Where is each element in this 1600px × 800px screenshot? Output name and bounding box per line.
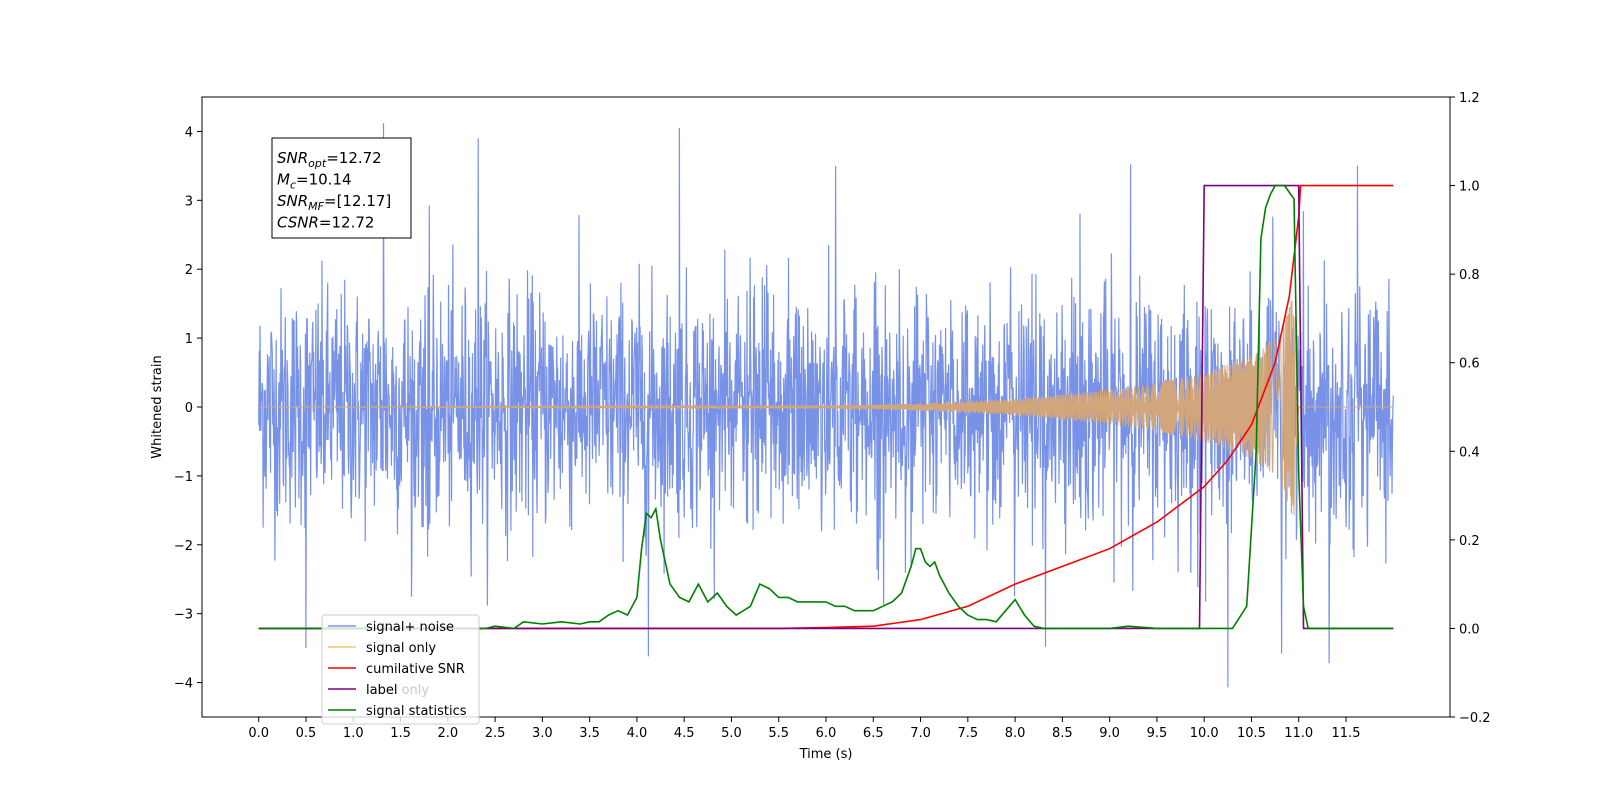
- y-left-tick-label: 0: [185, 401, 193, 416]
- legend-ghost-label: label only: [366, 683, 429, 698]
- y-left-tick-label: 2: [185, 263, 193, 278]
- x-tick-label: 1.0: [343, 726, 364, 741]
- series-cumulative-snr: [258, 184, 1394, 630]
- y-left-tick-label: −4: [174, 677, 193, 692]
- y-left-tick-label: −1: [174, 470, 193, 485]
- x-tick-label: 6.0: [816, 726, 837, 741]
- x-tick-label: 8.5: [1052, 726, 1073, 741]
- x-tick-label: 3.5: [579, 726, 600, 741]
- y-right-tick-label: 0.0: [1459, 622, 1480, 637]
- legend-label: signal only: [366, 641, 436, 656]
- y-axis-left-ticks: 4 3 2 1 0 −1 −2 −3 −4: [174, 125, 202, 692]
- stats-symbol: M: [277, 171, 290, 189]
- x-tick-label: 4.0: [627, 726, 648, 741]
- x-tick-label: 11.0: [1284, 726, 1313, 741]
- stats-value: =12.72: [326, 149, 382, 167]
- y-left-tick-label: 1: [185, 332, 193, 347]
- y-right-tick-label: −0.2: [1459, 711, 1491, 726]
- y-right-tick-label: 1.2: [1459, 91, 1480, 106]
- y-left-tick-label: −3: [174, 608, 193, 623]
- x-tick-label: 0.5: [296, 726, 317, 741]
- x-tick-label: 2.0: [437, 726, 458, 741]
- x-tick-label: 5.0: [721, 726, 742, 741]
- stats-value: =[12.17]: [324, 192, 391, 210]
- series-layer: [258, 123, 1394, 688]
- stats-subscript: opt: [308, 157, 327, 170]
- y-right-tick-label: 0.2: [1459, 534, 1480, 549]
- stats-symbol: CSNR: [277, 214, 319, 232]
- legend: label only signal+ noise signal only cumil…: [321, 614, 480, 725]
- x-tick-label: 1.5: [390, 726, 411, 741]
- stats-symbol: SNR: [277, 149, 308, 167]
- x-tick-label: 11.5: [1332, 726, 1361, 741]
- stats-value: =10.14: [296, 171, 352, 189]
- x-tick-label: 9.5: [1147, 726, 1168, 741]
- x-tick-label: 7.0: [910, 726, 931, 741]
- x-axis-label: Time (s): [799, 747, 853, 762]
- y-axis-right-ticks: 1.2 1.0 0.8 0.6 0.4 0.2 0.0 −0.2: [1450, 91, 1491, 726]
- x-tick-label: 5.5: [768, 726, 789, 741]
- stats-subscript: c: [290, 179, 296, 192]
- stats-box: SNRopt=12.72Mc=10.14SNRMF=[12.17]CSNR=12…: [271, 137, 412, 239]
- x-tick-label: 8.0: [1005, 726, 1026, 741]
- stats-subscript: MF: [308, 200, 324, 213]
- stats-line: SNRopt=12.72: [277, 149, 382, 170]
- y-left-tick-label: 4: [185, 125, 193, 140]
- x-tick-label: 4.5: [674, 726, 695, 741]
- x-tick-label: 9.0: [1099, 726, 1120, 741]
- y-left-tick-label: 3: [185, 194, 193, 209]
- legend-label: signal statistics: [366, 704, 467, 719]
- x-tick-label: 7.5: [957, 726, 978, 741]
- x-tick-label: 6.5: [863, 726, 884, 741]
- y-right-tick-label: 1.0: [1459, 180, 1480, 195]
- legend-label: signal+ noise: [366, 620, 454, 635]
- series-signal-statistics: [258, 184, 1394, 630]
- stats-line: SNRMF=[12.17]: [277, 192, 391, 213]
- legend-frame: [321, 614, 480, 725]
- stats-line: CSNR=12.72: [277, 214, 374, 232]
- x-tick-label: 0.0: [248, 726, 269, 741]
- legend-label: cumilative SNR: [366, 662, 465, 677]
- series-signal-only: [258, 300, 1394, 516]
- y-right-tick-label: 0.8: [1459, 268, 1480, 283]
- x-tick-label: 10.5: [1237, 726, 1266, 741]
- x-tick-label: 2.5: [485, 726, 506, 741]
- x-tick-label: 3.0: [532, 726, 553, 741]
- stats-box-frame: [271, 137, 412, 239]
- legend-label: label: [366, 683, 397, 698]
- y-left-tick-label: −2: [174, 539, 193, 554]
- x-axis-ticks: 0.0 0.5 1.0 1.5 2.0 2.5 3.0 3.5 4.0 4.5 5.0 5.5 6.0 6…: [248, 717, 1360, 741]
- x-tick-label: 10.0: [1190, 726, 1219, 741]
- stats-line: Mc=10.14: [277, 171, 352, 192]
- y-right-tick-label: 0.4: [1459, 445, 1480, 460]
- y-axis-left-label: Whitened strain: [150, 355, 165, 458]
- stats-value: =12.72: [319, 214, 375, 232]
- y-right-tick-label: 0.6: [1459, 357, 1480, 372]
- stats-symbol: SNR: [277, 192, 308, 210]
